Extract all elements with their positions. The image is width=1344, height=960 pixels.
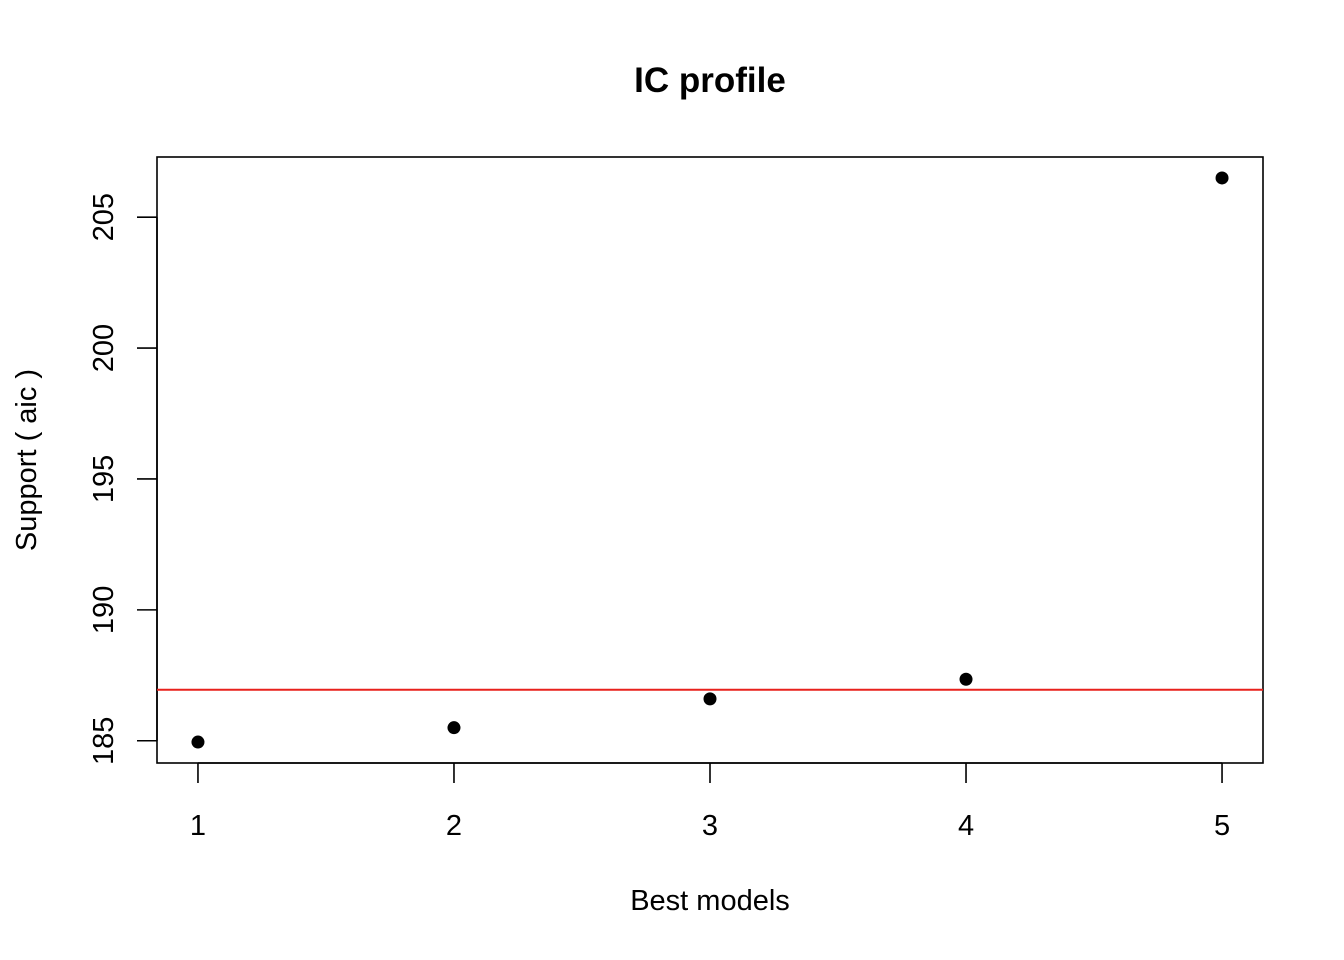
y-tick-label: 205 xyxy=(88,193,120,241)
y-tick-label: 185 xyxy=(88,717,120,765)
x-tick-label: 3 xyxy=(702,810,718,842)
data-points xyxy=(191,171,1229,749)
y-axis-label: Support ( aic ) xyxy=(11,369,43,551)
data-point xyxy=(191,735,205,749)
x-tick-label: 5 xyxy=(1214,810,1230,842)
y-axis: 185 190 195 200 205 xyxy=(88,193,158,765)
data-point xyxy=(447,721,461,735)
x-tick-label: 1 xyxy=(190,810,206,842)
y-tick-label: 200 xyxy=(88,324,120,372)
chart-title: IC profile xyxy=(634,61,786,100)
plot-frame xyxy=(156,156,1264,764)
y-tick-label: 190 xyxy=(88,586,120,634)
x-tick-label: 2 xyxy=(446,810,462,842)
x-axis-label: Best models xyxy=(630,885,790,917)
x-axis: 1 2 3 4 5 xyxy=(190,762,1230,842)
data-point xyxy=(703,692,717,706)
x-tick-label: 4 xyxy=(958,810,974,842)
data-point xyxy=(1215,171,1229,185)
data-point xyxy=(959,672,973,686)
y-tick-label: 195 xyxy=(88,455,120,503)
